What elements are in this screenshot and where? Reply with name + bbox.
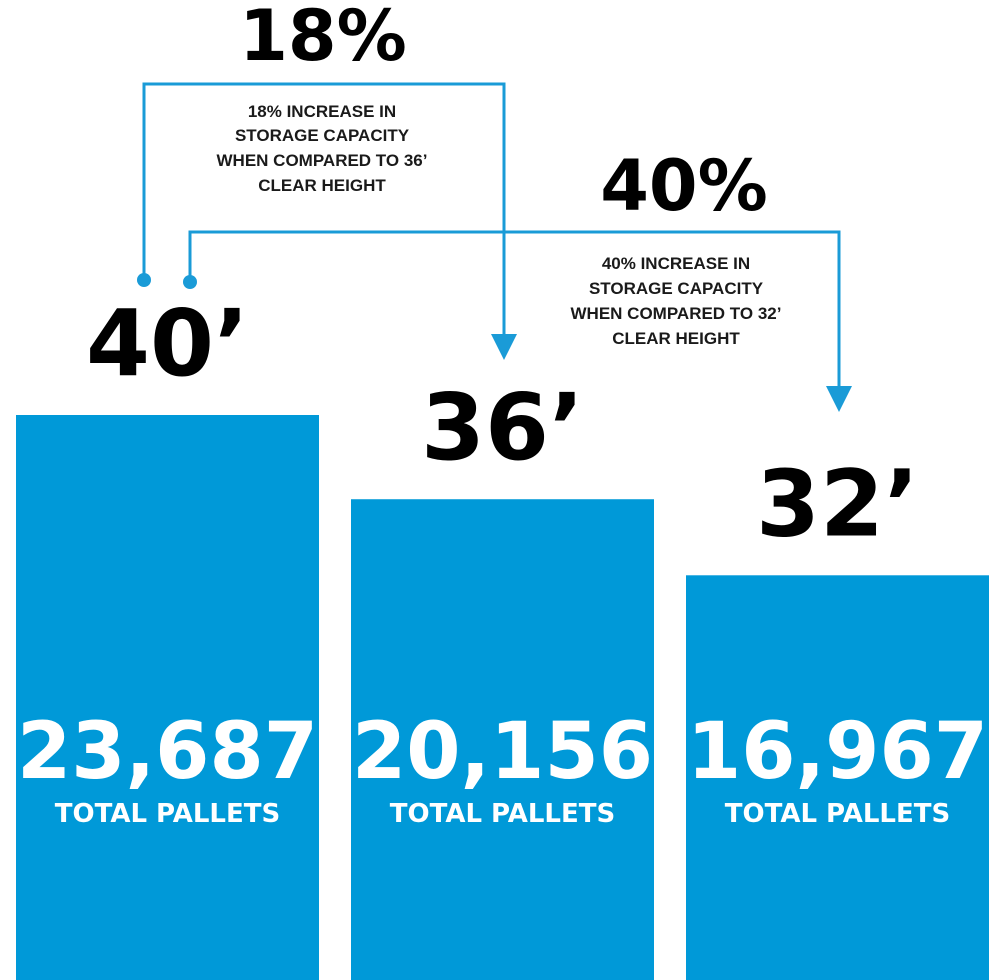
bars-group [16,415,989,980]
percent-label-18: 18% [239,0,407,77]
bar-36ft [351,499,654,980]
value-label-36ft: 20,156 [352,707,653,797]
comparison-40-percent: 40% 40% INCREASE IN STORAGE CAPACITY WHE… [571,145,782,348]
value-label-40ft: 23,687 [17,707,318,797]
unit-label-32ft: TOTAL PALLETS [725,799,950,829]
note-18-line-2: STORAGE CAPACITY [235,126,410,145]
percent-label-40: 40% [600,145,768,227]
bar-32ft [686,575,989,980]
comparison-18-percent: 18% 18% INCREASE IN STORAGE CAPACITY WHE… [217,0,428,195]
height-label-32ft: 32’ [756,450,919,557]
comparison-connectors [137,82,852,412]
bar-40ft [16,415,319,980]
note-18-line-1: 18% INCREASE IN [248,102,396,121]
value-labels: 23,687 20,156 16,967 TOTAL PALLETS TOTAL… [17,707,988,829]
unit-label-36ft: TOTAL PALLETS [390,799,615,829]
height-label-40ft: 40’ [86,290,249,397]
connector-18-percent [142,82,506,336]
arrowhead-18-percent [491,334,517,360]
arrowhead-40-percent [826,386,852,412]
note-18-line-3: WHEN COMPARED TO 36’ [217,151,428,170]
height-labels: 40’ 36’ 32’ [86,290,919,557]
note-40-line-4: CLEAR HEIGHT [612,329,740,348]
note-40-line-3: WHEN COMPARED TO 32’ [571,304,782,323]
start-dot-40-percent [183,275,197,289]
note-18-line-4: CLEAR HEIGHT [258,176,386,195]
value-label-32ft: 16,967 [687,707,988,797]
height-label-36ft: 36’ [421,374,584,481]
connector-40-percent [188,230,841,388]
note-40-line-2: STORAGE CAPACITY [589,279,764,298]
note-40-line-1: 40% INCREASE IN [602,254,750,273]
start-dot-18-percent [137,273,151,287]
unit-label-40ft: TOTAL PALLETS [55,799,280,829]
